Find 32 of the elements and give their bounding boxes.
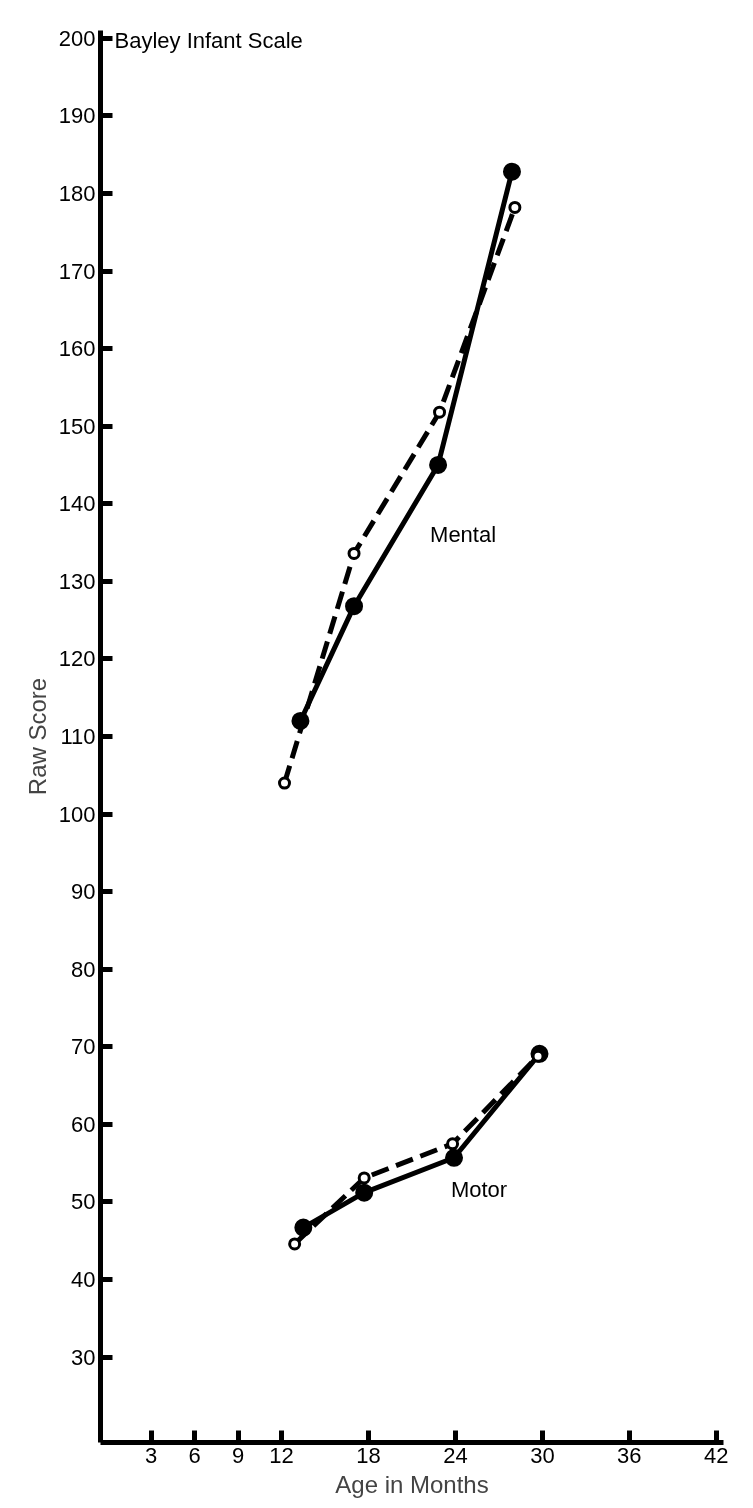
y-tick-label: 80 — [71, 956, 96, 982]
y-tick-label: 200 — [58, 25, 96, 51]
y-tick-label: 40 — [71, 1267, 96, 1293]
y-tick-label: 170 — [58, 258, 96, 284]
y-tick-label: 190 — [58, 103, 96, 129]
x-tick-label: 30 — [530, 1442, 555, 1468]
x-axis-title: Age in Months — [335, 1470, 489, 1498]
y-axis-title: Raw Score — [23, 677, 51, 796]
y-tick-label: 180 — [58, 180, 96, 206]
y-tick-label: 140 — [58, 491, 96, 517]
y-tick-label: 70 — [71, 1034, 96, 1060]
x-tick-label: 6 — [188, 1442, 201, 1468]
x-tick-label: 3 — [145, 1442, 158, 1468]
y-tick-label: 130 — [58, 568, 96, 594]
x-tick-label: 18 — [356, 1442, 381, 1468]
x-tick-label: 9 — [232, 1442, 245, 1468]
annotation: Mental — [430, 522, 497, 548]
y-tick-label: 60 — [71, 1111, 96, 1137]
annotation: Motor — [450, 1177, 508, 1203]
y-tick-label: 120 — [58, 646, 96, 672]
x-tick-label: 24 — [443, 1442, 468, 1468]
x-tick-label: 36 — [617, 1442, 642, 1468]
y-tick-label: 50 — [71, 1189, 96, 1215]
y-tick-label: 90 — [71, 879, 96, 905]
x-tick-label: 42 — [704, 1442, 729, 1468]
y-tick-label: 150 — [58, 413, 96, 439]
x-tick-label: 12 — [269, 1442, 294, 1468]
y-tick-label: 30 — [71, 1344, 96, 1370]
y-tick-label: 160 — [58, 336, 96, 362]
y-tick-label: 110 — [60, 724, 96, 749]
chart-title: Bayley Infant Scale — [114, 27, 303, 53]
y-tick-label: 100 — [58, 801, 96, 827]
